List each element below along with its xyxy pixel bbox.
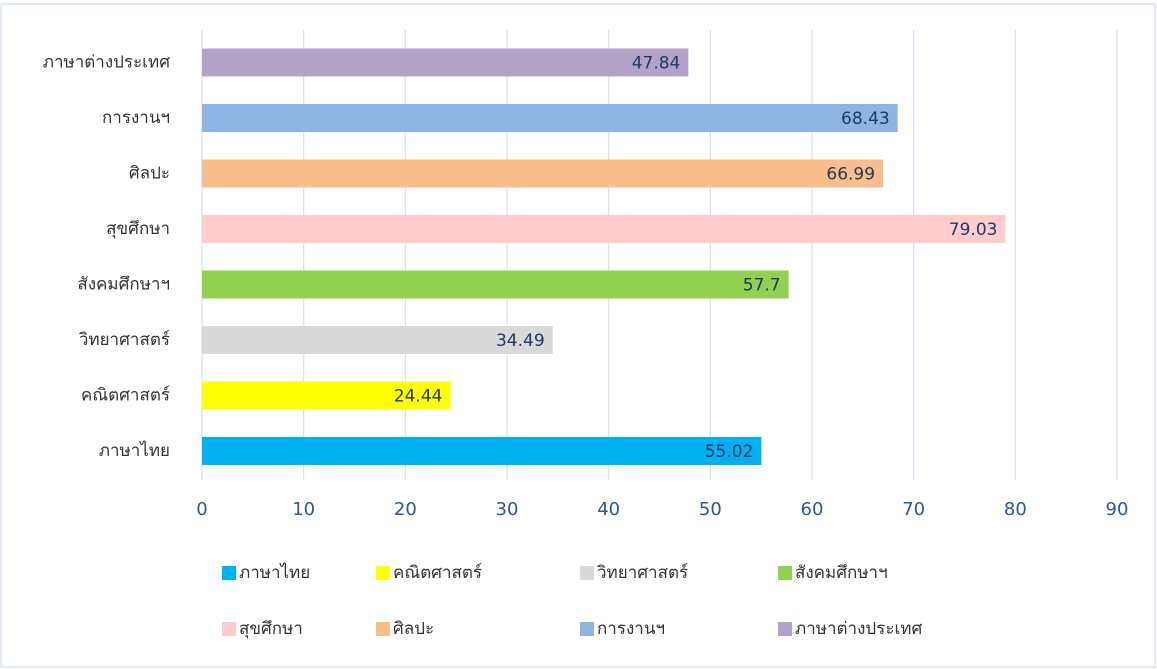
y-tick-label: สังคมศึกษาฯ — [77, 275, 170, 295]
legend-label: ภาษาต่างประเทศ — [795, 619, 922, 639]
legend-label: ศิลปะ — [393, 619, 434, 639]
x-tick-label: 30 — [496, 499, 519, 520]
legend-label: สังคมศึกษาฯ — [795, 563, 888, 583]
data-label: 24.44 — [394, 387, 443, 407]
x-tick-label: 40 — [597, 499, 620, 520]
x-tick-label: 90 — [1106, 499, 1129, 520]
bar — [202, 48, 689, 77]
x-tick-label: 80 — [1004, 499, 1027, 520]
y-tick-label: คณิตศาสตร์ — [81, 386, 170, 406]
data-label: 68.43 — [841, 109, 890, 129]
legend-swatch — [580, 566, 594, 580]
data-label: 55.02 — [705, 442, 754, 462]
x-tick-label: 20 — [394, 499, 417, 520]
bar — [202, 326, 553, 354]
data-label: 47.84 — [632, 54, 681, 74]
data-label: 66.99 — [826, 165, 875, 185]
bar — [202, 159, 884, 188]
legend-swatch — [376, 622, 390, 636]
legend-label: วิทยาศาสตร์ — [597, 563, 689, 583]
bar — [202, 381, 451, 410]
x-tick-label: 50 — [699, 499, 722, 520]
chart-border — [0, 3, 1156, 668]
legend-label: ภาษาไทย — [239, 562, 310, 583]
legend-label: คณิตศาสตร์ — [393, 563, 482, 583]
legend-swatch — [376, 566, 390, 580]
y-tick-label: วิทยาศาสตร์ — [78, 330, 170, 350]
data-label: 34.49 — [496, 331, 545, 351]
x-tick-label: 60 — [801, 499, 824, 520]
legend-swatch — [580, 622, 594, 636]
y-tick-label: ภาษาต่างประเทศ — [43, 53, 170, 73]
y-tick-label: สุขศึกษา — [106, 219, 170, 239]
legend-label: สุขศึกษา — [239, 619, 303, 639]
x-tick-label: 10 — [292, 499, 315, 520]
legend-swatch — [778, 566, 792, 580]
legend-label: การงานฯ — [597, 619, 665, 639]
y-tick-label: การงานฯ — [102, 108, 170, 128]
legend-swatch — [778, 622, 792, 636]
bar — [202, 215, 1006, 243]
bar — [202, 104, 898, 132]
data-label: 57.7 — [743, 276, 781, 296]
data-label: 79.03 — [949, 220, 998, 240]
y-tick-label: ภาษาไทย — [99, 440, 170, 461]
legend-swatch — [222, 566, 236, 580]
y-tick-label: ศิลปะ — [129, 164, 170, 184]
legend-swatch — [222, 622, 236, 636]
bar — [202, 270, 789, 299]
x-tick-label: 70 — [902, 499, 925, 520]
x-tick-label: 0 — [196, 499, 207, 520]
bar — [202, 437, 762, 465]
